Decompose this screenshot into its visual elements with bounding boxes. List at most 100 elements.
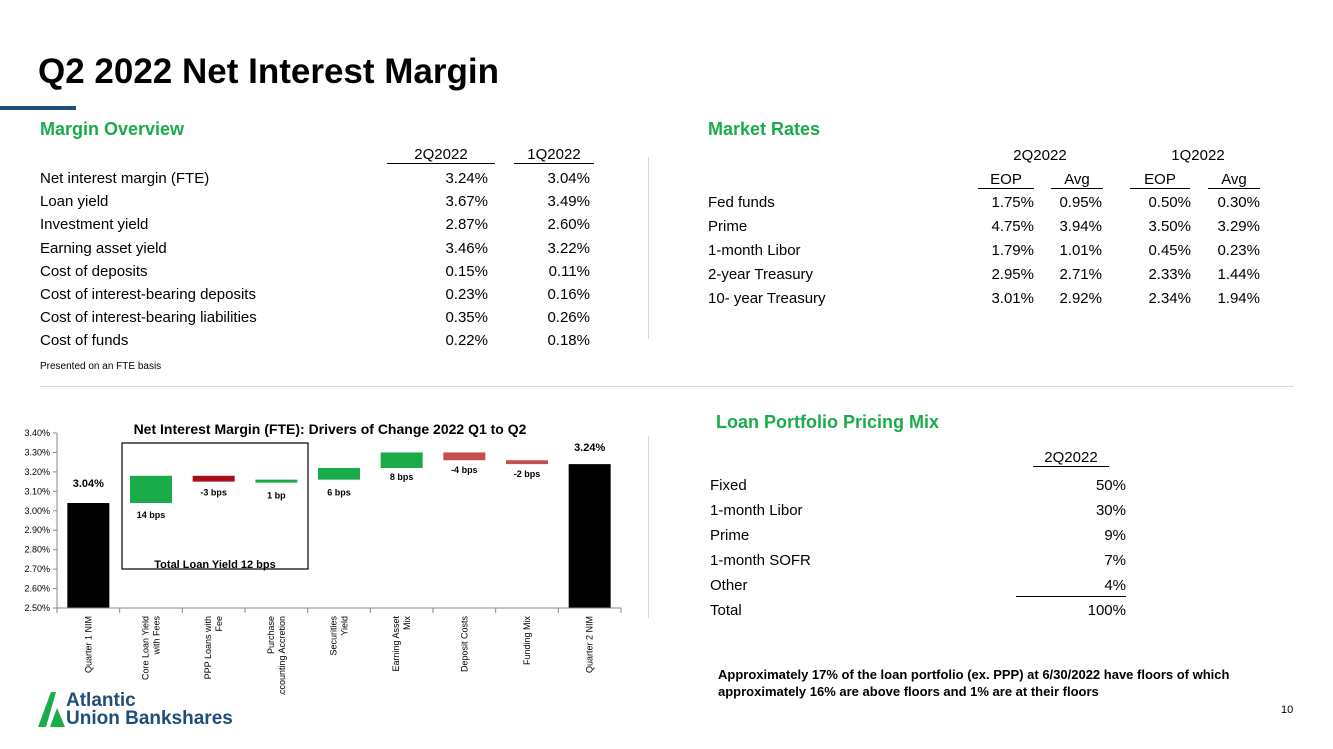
market-row-value: 2.34% (1148, 290, 1191, 307)
market-row-value: 0.45% (1148, 242, 1191, 259)
x-category-label-line: Yield (340, 616, 350, 636)
loan-mix-row: Total 100% (710, 601, 1130, 621)
x-category-label-line: PPP Loans with (203, 616, 213, 679)
total-loan-yield-box (121, 442, 309, 570)
margin-row: Cost of funds 0.22% 0.18% (40, 331, 600, 351)
margin-row-label: Net interest margin (FTE) (40, 170, 210, 187)
y-tick-label: 2.50% (24, 603, 50, 613)
loan-mix-label: Total (710, 602, 742, 619)
x-category-label: Core Loan Yield with Fees (141, 616, 162, 681)
x-axis: Quarter 1 NIM Core Loan Yield with Fees PPP… (56, 607, 622, 695)
margin-row-q2: 0.23% (445, 286, 488, 303)
market-row: 1-month Libor 1.79% 1.01% 0.45% 0.23% (708, 241, 1268, 261)
bar-data-label: -3 bps (200, 488, 227, 498)
margin-row-q1: 0.16% (547, 286, 590, 303)
x-category-label-line: Securities (329, 616, 339, 656)
margin-row: Cost of interest-bearing liabilities 0.35… (40, 308, 600, 328)
x-category-label: Funding Mix (522, 616, 532, 666)
market-sub-header-avg-q2: Avg (1051, 171, 1103, 189)
bar (506, 460, 548, 465)
y-tick-label: 3.20% (24, 467, 50, 477)
loan-mix-col-header: 2Q2022 (1033, 449, 1109, 467)
margin-row-label: Cost of deposits (40, 262, 148, 280)
y-tick-label: 3.00% (24, 506, 50, 516)
loan-mix-label: Fixed (710, 477, 747, 494)
bar (130, 475, 172, 503)
margin-row-q1: 3.22% (547, 239, 590, 257)
x-category-label: Purchase Accounting Accretion (266, 616, 287, 695)
bar (192, 475, 235, 482)
margin-row-q1: 2.60% (547, 216, 590, 234)
loan-mix-heading: Loan Portfolio Pricing Mix (716, 412, 940, 432)
margin-row: Net interest margin (FTE) 3.24% 3.04% (40, 169, 600, 189)
loan-mix-value: 9% (1104, 527, 1126, 544)
loan-mix-value: 30% (1095, 502, 1126, 519)
y-tick-label: 2.70% (24, 564, 50, 574)
market-row-value: 4.75% (991, 218, 1034, 235)
y-tick-label: 3.10% (24, 486, 50, 496)
bar-data-label: -4 bps (451, 465, 478, 475)
market-row-value: 1.79% (991, 242, 1034, 259)
x-category-label-line: Accounting Accretion (277, 616, 287, 695)
market-period-header-q1: 1Q2022 (1171, 147, 1225, 164)
market-row-value: 2.95% (991, 266, 1034, 283)
vertical-divider-bottom (648, 436, 649, 618)
market-period-header-q2: 2Q2022 (1013, 147, 1067, 164)
margin-row-q2: 0.15% (445, 262, 488, 280)
loan-mix-row: 1-month Libor 30% (710, 501, 1130, 521)
market-row-value: 1.44% (1217, 266, 1260, 283)
market-row-value: 0.30% (1217, 194, 1260, 211)
page-number: 10 (1281, 704, 1294, 716)
margin-row-label: Cost of interest-bearing liabilities (40, 309, 257, 327)
vertical-divider-top (648, 157, 649, 339)
chart-title: Net Interest Margin (FTE): Drivers of Ch… (134, 421, 527, 437)
margin-row: Loan yield 3.67% 3.49% (40, 192, 600, 212)
margin-row: Cost of interest-bearing deposits 0.23% 0.… (40, 285, 600, 305)
market-row-value: 2.92% (1059, 290, 1102, 307)
loan-mix-value: 4% (1104, 577, 1126, 594)
market-row-value: 0.95% (1059, 194, 1102, 211)
loan-mix-row: Other 4% (710, 576, 1130, 597)
y-tick-label: 2.90% (24, 525, 50, 535)
bar (443, 452, 486, 461)
loan-mix-row: 1-month SOFR 7% (710, 551, 1130, 571)
market-row-value: 0.23% (1217, 242, 1260, 259)
bar-data-label: 3.04% (73, 478, 104, 490)
margin-row-label: Earning asset yield (40, 239, 167, 257)
market-row: Prime 4.75% 3.94% 3.50% 3.29% (708, 217, 1268, 237)
market-row-value: 2.33% (1148, 266, 1191, 283)
market-row-value: 0.50% (1148, 194, 1191, 211)
margin-row-q1: 0.11% (548, 262, 590, 280)
loan-mix-value: 50% (1095, 477, 1126, 494)
x-category-label: Securities Yield (329, 616, 350, 656)
bar-data-label: -2 bps (514, 469, 541, 479)
x-category-label-line: Fee (214, 616, 224, 632)
x-category-label-line: Quarter 2 NIM (585, 616, 595, 673)
margin-col-header-q1: 1Q2022 (514, 146, 594, 164)
nim-waterfall-chart: Net Interest Margin (FTE): Drivers of Ch… (24, 421, 622, 695)
margin-col-header-q2: 2Q2022 (387, 146, 495, 164)
margin-overview-heading: Margin Overview (40, 119, 185, 139)
market-row-label: Prime (708, 218, 748, 235)
market-row-value: 3.94% (1059, 218, 1102, 235)
loan-mix-value: 7% (1104, 552, 1126, 569)
margin-row-label: Cost of funds (40, 332, 129, 350)
bar (568, 464, 611, 608)
x-category-label-line: Funding Mix (522, 616, 532, 666)
loan-mix-label: 1-month Libor (710, 502, 803, 519)
margin-row-q1: 3.04% (547, 170, 590, 187)
margin-row-q1: 0.18% (547, 332, 590, 350)
x-category-label-line: Mix (402, 616, 412, 630)
market-rates-heading: Market Rates (708, 119, 821, 139)
x-category-label: Quarter 2 NIM (585, 616, 595, 673)
y-axis: 2.50% 2.60% 2.70% 2.80% 2.90% 3.00% 3.10% 3.20%… (24, 428, 58, 613)
page-title: Q2 2022 Net Interest Margin (38, 52, 499, 91)
fte-note: Presented on an FTE basis (40, 361, 162, 372)
market-row-label: Fed funds (708, 194, 775, 211)
market-row-value: 3.50% (1148, 218, 1191, 235)
bar-data-label: 8 bps (390, 472, 414, 482)
margin-row-q2: 3.46% (445, 239, 488, 257)
total-loan-yield-label: Total Loan Yield 12 bps (154, 559, 275, 571)
margin-row-label: Investment yield (40, 216, 149, 234)
loan-mix-row: Fixed 50% (710, 476, 1130, 496)
